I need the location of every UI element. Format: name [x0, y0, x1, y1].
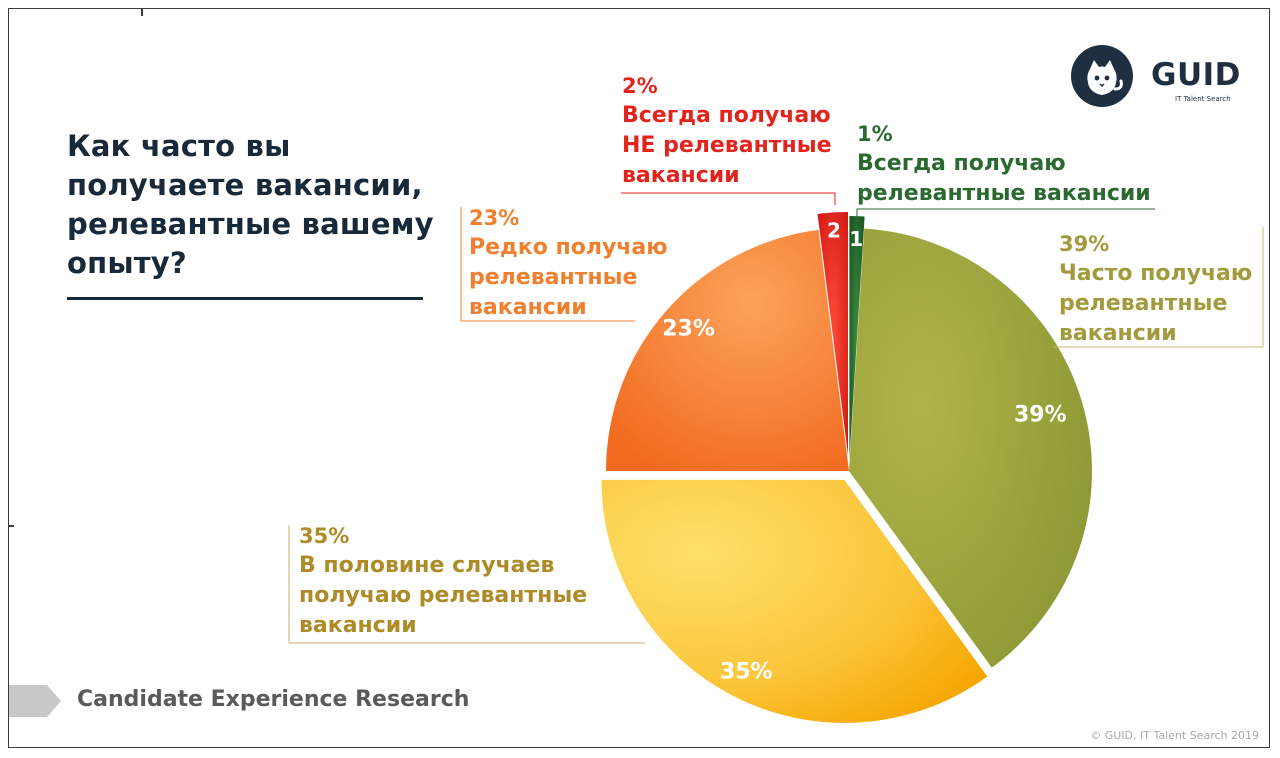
brand-subtitle: IT Talent Search	[1175, 95, 1231, 103]
copyright-notice: © GUID, IT Talent Search 2019	[1090, 729, 1259, 742]
callout-leader-line	[621, 192, 836, 205]
question-underline	[67, 297, 423, 300]
question-line: Как часто вы	[67, 129, 291, 163]
callout-line: Всегда получаю	[622, 103, 831, 128]
callout-leader-lines	[288, 192, 1264, 644]
callout-always-relevant: 1% Всегда получаю релевантные вакансии	[857, 119, 1151, 209]
question-line: релевантные вашему	[67, 207, 434, 241]
callout-leader-line	[1053, 227, 1264, 348]
footer-arrow-icon	[9, 685, 61, 717]
pie-chart: 1 39% 35% 23% 2	[288, 192, 1264, 723]
callout-often-relevant: 39% Часто получаю релевантные вакансии	[1059, 229, 1252, 349]
callout-leader-line	[460, 207, 635, 322]
slice-value-label: 2	[827, 218, 841, 242]
callout-line: релевантные	[469, 265, 638, 290]
callout-percent: 39%	[1059, 232, 1110, 256]
callout-line: вакансии	[469, 295, 587, 320]
callout-line: вакансии	[299, 613, 417, 638]
slice-always-relevant	[849, 216, 865, 460]
slice-value-label: 1	[849, 227, 863, 251]
left-edge-tick	[9, 525, 14, 527]
slice-rarely-relevant	[606, 229, 849, 471]
slice-value-label: 39%	[1014, 402, 1067, 427]
brand-name: GUID	[1151, 57, 1241, 93]
slice-value-label: 23%	[662, 317, 715, 342]
callout-never-relevant: 2% Всегда получаю НЕ релевантные ваканси…	[622, 71, 832, 191]
pie-slices	[601, 212, 1092, 723]
callout-rarely-relevant: 23% Редко получаю релевантные вакансии	[469, 203, 668, 323]
slice-never-relevant	[817, 212, 848, 456]
survey-question: Как часто вы получаете вакансии, релеван…	[67, 127, 437, 283]
callout-percent: 2%	[622, 74, 658, 98]
slice-often-relevant	[849, 228, 1092, 668]
callout-line: вакансии	[622, 163, 740, 188]
callout-line: получаю релевантные	[299, 583, 588, 608]
callout-leader-line	[856, 208, 1155, 231]
cat-icon	[1087, 60, 1123, 95]
callout-percent: 23%	[469, 206, 520, 230]
question-line: получаете вакансии,	[67, 168, 423, 202]
callout-line: НЕ релевантные	[622, 133, 832, 158]
callout-half-relevant: 35% В половине случаев получаю релевантн…	[299, 521, 587, 641]
callout-line: Часто получаю	[1059, 261, 1253, 286]
callout-line: релевантные вакансии	[857, 181, 1151, 206]
slice-half-relevant	[601, 479, 988, 723]
callout-line: релевантные	[1059, 291, 1228, 316]
question-line: опыту?	[67, 246, 187, 280]
callout-percent: 1%	[857, 122, 893, 146]
logo-badge	[1071, 45, 1133, 107]
callout-line: Всегда получаю	[857, 151, 1066, 176]
slide: 1 39% 35% 23% 2 Как часто вы получаете вакан…	[8, 8, 1270, 748]
guid-logo: GUID IT Talent Search	[1071, 45, 1241, 113]
pie-slice-labels: 1 39% 35% 23% 2	[662, 218, 1066, 684]
footer-title: Candidate Experience Research	[77, 687, 470, 712]
callout-leader-line	[288, 525, 645, 644]
callout-line: вакансии	[1059, 321, 1177, 346]
callout-percent: 35%	[299, 524, 350, 548]
top-edge-tick	[141, 9, 143, 16]
slice-value-label: 35%	[720, 660, 773, 685]
callout-line: В половине случаев	[299, 553, 555, 578]
callout-line: Редко получаю	[469, 235, 668, 260]
